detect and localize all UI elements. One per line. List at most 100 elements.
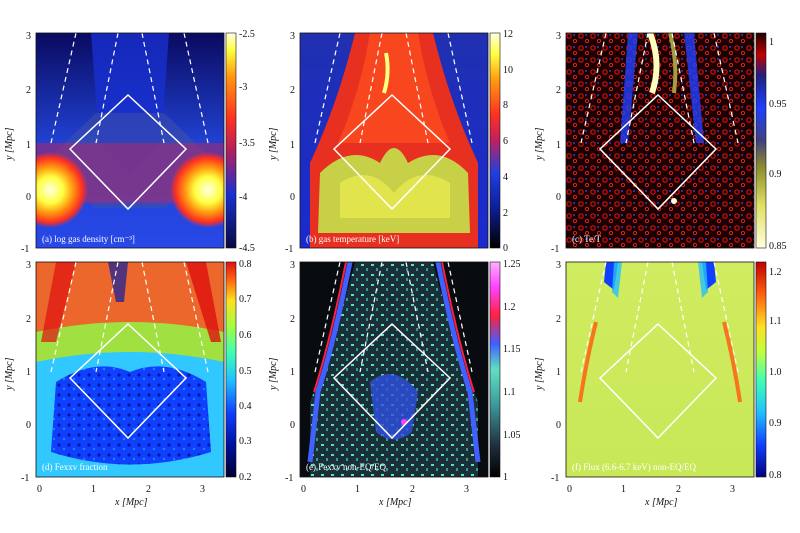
panel-c: (c) Te/T 1 0.95 0.9 0.85 3 2 1 0 -1 y [M… [534,31,787,255]
panel-f-xtick-2: 2 [676,484,681,495]
panel-c-cbtick-3: 0.85 [769,241,787,252]
panel-f-label: (f) Flux (6.6-6.7 keV) non-EQ/EQ [572,462,696,472]
panel-f-ylabel: y [Mpc] [534,357,545,391]
panel-b-cbtick-0: 12 [503,29,513,40]
panel-f-image [566,262,754,477]
panel-f-ytick-2: 1 [556,367,561,378]
panel-e-colorbar [489,261,501,478]
panel-e-xtick-3: 3 [464,484,469,495]
panel-a-ylabel: y [Mpc] [4,127,15,161]
panel-a-image [36,33,224,248]
panel-a-label: (a) log gas density [cm⁻³] [42,234,135,244]
panel-d-xtick-2: 2 [146,484,151,495]
panel-f-ytick-0: 3 [556,260,561,271]
panel-a: (a) log gas density [cm⁻³] -2.5 -3 -3.5 … [4,29,255,255]
panel-e-y-ticks: 3 2 1 0 -1 [285,260,295,484]
panel-d-x-ticks: 0 1 2 3 [37,484,205,495]
panel-f-xlabel: x [Mpc] [644,497,678,508]
panel-d-cbtick-6: 0.2 [239,472,252,483]
panel-f-x-ticks: 0 1 2 3 [567,484,735,495]
panel-e-cbtick-3: 1.1 [503,387,516,398]
panel-f-cbtick-2: 1.0 [769,367,782,378]
panel-c-ytick-4: -1 [551,244,559,255]
panel-d-ylabel: y [Mpc] [4,357,15,391]
panel-d-ytick-1: 2 [26,314,31,325]
panel-c-cbtick-0: 1 [769,37,774,48]
panel-e: (e) Fexxv non-EQ/EQ 1.25 1.2 1.15 1.1 1.… [268,259,521,508]
panel-d-colorbar-ticks: 0.8 0.7 0.6 0.5 0.4 0.3 0.2 [239,259,252,483]
panel-a-ytick-2: 1 [26,140,31,151]
panel-d-cbtick-3: 0.5 [239,366,252,377]
panel-a-ytick-1: 2 [26,85,31,96]
panel-a-cbtick-1: -3 [239,82,247,93]
panel-a-y-ticks: 3 2 1 0 -1 [21,31,31,255]
panel-d: (d) Fexxv fraction 0.8 0.7 0.6 0.5 0.4 0… [4,259,252,508]
panel-e-cbtick-5: 1 [503,472,508,483]
panel-d-xtick-1: 1 [91,484,96,495]
panel-e-ylabel: y [Mpc] [268,357,279,391]
panel-b-label: (b) gas temperature [keV] [306,234,399,244]
panel-a-cbtick-2: -3.5 [239,138,255,149]
panel-f-colorbar [755,261,767,478]
panel-b-cbtick-3: 6 [503,136,508,147]
panel-e-image [300,262,488,477]
panel-c-cbtick-1: 0.95 [769,99,787,110]
panel-a-cbtick-0: -2.5 [239,29,255,40]
panel-f-xtick-1: 1 [621,484,626,495]
panel-e-label: (e) Fexxv non-EQ/EQ [306,462,386,472]
panel-b-ytick-1: 2 [290,85,295,96]
panel-c-cbtick-2: 0.9 [769,169,782,180]
panel-e-colorbar-ticks: 1.25 1.2 1.15 1.1 1.05 1 [503,259,521,483]
panel-b-ytick-2: 1 [290,140,295,151]
panel-f-ytick-3: 0 [556,420,561,431]
panel-f-xtick-0: 0 [567,484,572,495]
panel-a-colorbar [225,32,237,249]
panel-b-cbtick-5: 2 [503,208,508,219]
panel-e-xlabel: x [Mpc] [378,497,412,508]
panel-b-cbtick-4: 4 [503,172,508,183]
panel-c-label: (c) Te/T [572,234,601,244]
panel-a-cbtick-4: -4.5 [239,243,255,254]
panel-d-cbtick-2: 0.6 [239,330,252,341]
panel-e-xtick-1: 1 [355,484,360,495]
panel-b-colorbar-ticks: 12 10 8 6 4 2 0 [503,29,513,254]
panel-d-cbtick-4: 0.4 [239,401,252,412]
panel-f-cbtick-1: 1.1 [769,316,782,327]
panel-f-cbtick-0: 1.2 [769,267,782,278]
panel-b-cbtick-6: 0 [503,243,508,254]
panel-d-ytick-3: 0 [26,420,31,431]
panel-e-x-ticks: 0 1 2 3 [301,484,469,495]
panel-d-colorbar [225,261,237,478]
panel-d-cbtick-1: 0.7 [239,294,252,305]
panel-d-ytick-2: 1 [26,367,31,378]
panel-e-cbtick-0: 1.25 [503,259,521,270]
panel-c-ytick-1: 2 [556,85,561,96]
panel-d-cbtick-0: 0.8 [239,259,252,270]
panel-e-cbtick-2: 1.15 [503,344,521,355]
panel-d-cbtick-5: 0.3 [239,436,252,447]
panel-a-ytick-0: 3 [26,31,31,42]
panel-c-ylabel: y [Mpc] [534,127,545,161]
panel-f-y-ticks: 3 2 1 0 -1 [551,260,561,484]
panel-d-xtick-3: 3 [200,484,205,495]
panel-a-colorbar-ticks: -2.5 -3 -3.5 -4 -4.5 [239,29,255,254]
panel-e-ytick-1: 2 [290,314,295,325]
panel-c-ytick-3: 0 [556,192,561,203]
panel-c-ytick-2: 1 [556,140,561,151]
panel-f-xtick-3: 3 [730,484,735,495]
panel-a-ytick-4: -1 [21,244,29,255]
panel-f-ytick-1: 2 [556,314,561,325]
panel-f-colorbar-ticks: 1.2 1.1 1.0 0.9 0.8 [769,267,782,481]
panel-b-cbtick-1: 10 [503,65,513,76]
panel-e-ytick-2: 1 [290,367,295,378]
panel-d-xtick-0: 0 [37,484,42,495]
panel-d-y-ticks: 3 2 1 0 -1 [21,260,31,484]
panel-c-image [566,33,754,248]
panel-f-ytick-4: -1 [551,473,559,484]
panel-e-ytick-4: -1 [285,473,293,484]
panel-f: (f) Flux (6.6-6.7 keV) non-EQ/EQ 1.2 1.1… [534,260,782,508]
panel-e-xtick-2: 2 [410,484,415,495]
panel-f-cbtick-4: 0.8 [769,470,782,481]
panel-b-colorbar [489,32,501,249]
panel-b-ylabel: y [Mpc] [268,127,279,161]
